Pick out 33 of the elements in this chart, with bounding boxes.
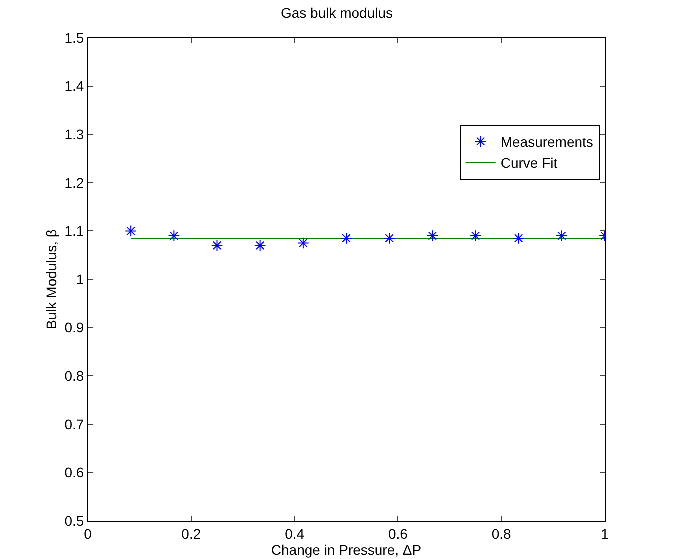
y-tick-label: 1.3 — [64, 126, 84, 142]
y-tick-label: 0.7 — [64, 416, 84, 432]
point — [556, 230, 568, 242]
y-tick-label: 0.8 — [64, 368, 84, 384]
x-tick-label: 0 — [84, 526, 92, 542]
y-tick-label: 1.2 — [64, 174, 84, 191]
legend-label: Measurements — [500, 134, 594, 150]
chart-title: Gas bulk modulus — [280, 5, 394, 22]
point — [125, 225, 137, 238]
x-tick-label: 0.6 — [388, 526, 408, 542]
point — [211, 240, 224, 252]
y-tick-label: 1.5 — [64, 30, 84, 46]
point — [340, 232, 352, 244]
y-tick-label: 0.5 — [64, 512, 84, 529]
point — [168, 230, 180, 242]
y-tick-label: 1.4 — [64, 78, 84, 94]
point — [384, 232, 396, 244]
y-tick-label: 0.6 — [64, 464, 84, 481]
point — [470, 230, 482, 242]
x-tick-label: 0.4 — [285, 526, 305, 542]
point — [298, 237, 310, 250]
point — [426, 230, 439, 242]
x-axis-title: Change in Pressure, ΔP — [271, 542, 422, 558]
point — [254, 240, 266, 252]
x-tick-label: 0.8 — [492, 526, 512, 542]
point — [512, 232, 525, 244]
y-tick-label: 1.1 — [64, 223, 84, 240]
x-tick-label: 0.2 — [182, 526, 202, 542]
y-axis-title: Bulk Modulus, β — [43, 230, 60, 330]
legend-label: Curve Fit — [500, 155, 558, 172]
y-tick-label: 0.9 — [64, 320, 84, 336]
y-tick-label: 1 — [76, 271, 84, 288]
x-tick-label: 1 — [601, 526, 610, 542]
